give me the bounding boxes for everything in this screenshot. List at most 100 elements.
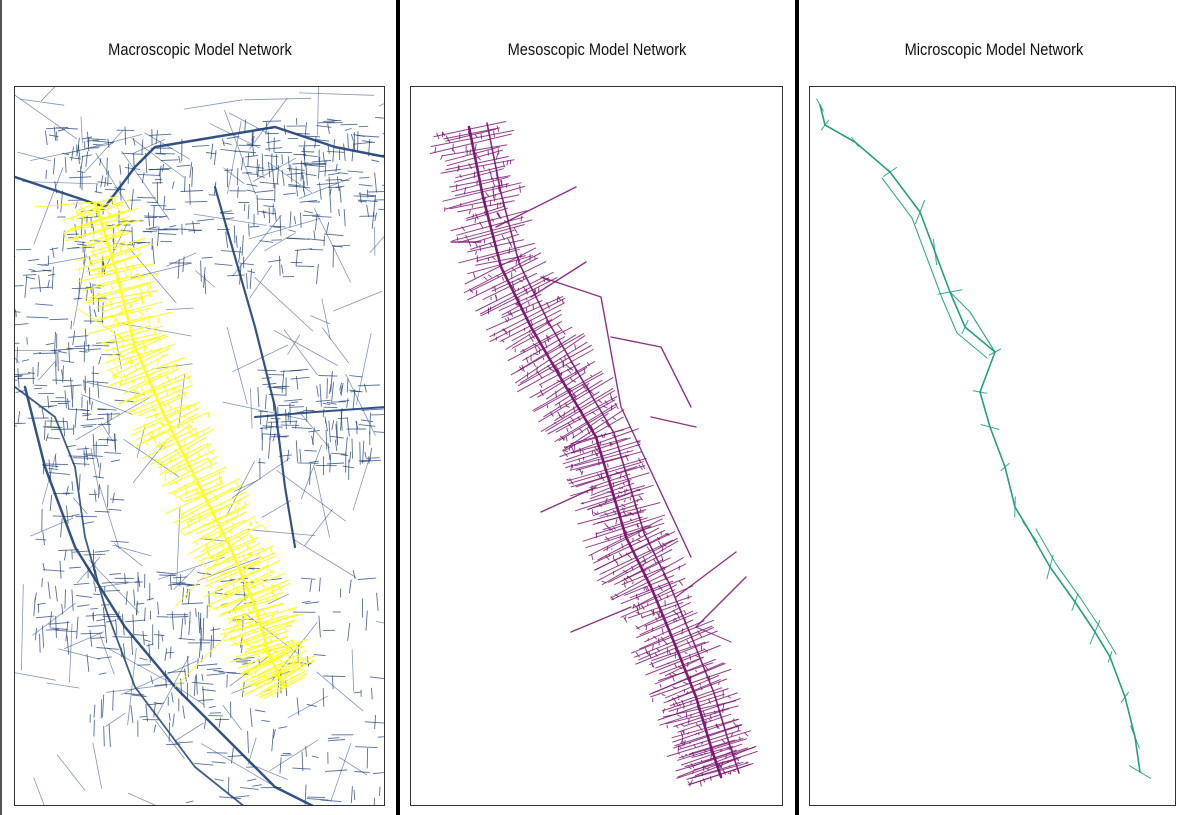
road-link xyxy=(378,103,384,107)
road-link xyxy=(382,153,384,156)
street-segment xyxy=(605,421,610,428)
urban-street xyxy=(86,654,90,672)
macroscopic-title: Macroscopic Model Network xyxy=(108,40,292,59)
urban-street xyxy=(275,153,278,170)
spur-road xyxy=(610,336,692,408)
road-link xyxy=(232,344,289,373)
street-segment xyxy=(255,577,259,584)
street-segment xyxy=(100,215,105,219)
street-segment xyxy=(567,422,572,429)
street-segment xyxy=(185,468,189,472)
urban-street xyxy=(306,704,317,707)
urban-street xyxy=(15,374,23,377)
urban-street xyxy=(45,126,69,130)
urban-street xyxy=(85,289,88,302)
road-link xyxy=(321,298,331,340)
urban-street xyxy=(203,718,207,730)
street-segment xyxy=(150,430,155,436)
urban-street xyxy=(156,571,177,575)
urban-street xyxy=(318,375,338,377)
street-segment xyxy=(618,491,622,494)
street-segment xyxy=(296,654,300,658)
street-segment xyxy=(491,177,495,182)
street-segment xyxy=(429,133,512,154)
road-link xyxy=(201,743,271,785)
urban-street xyxy=(249,226,260,228)
street-segment xyxy=(167,403,173,411)
urban-street xyxy=(268,437,271,459)
urban-street xyxy=(339,187,342,203)
street-segment xyxy=(487,274,492,278)
urban-street xyxy=(264,147,283,150)
urban-street xyxy=(169,646,172,659)
urban-street xyxy=(247,778,257,782)
street-segment xyxy=(668,672,673,677)
urban-street xyxy=(195,608,197,617)
urban-street xyxy=(223,142,232,145)
urban-street xyxy=(376,592,379,611)
street-segment xyxy=(556,379,562,383)
street-segment xyxy=(207,551,210,557)
street-segment xyxy=(721,739,726,743)
urban-street xyxy=(373,772,384,774)
intersection xyxy=(972,390,988,394)
urban-street xyxy=(62,417,66,437)
urban-street xyxy=(233,225,236,244)
street-segment xyxy=(104,243,108,246)
urban-street xyxy=(344,128,352,131)
street-segment xyxy=(99,307,151,320)
street-segment xyxy=(666,724,668,729)
urban-street xyxy=(358,459,372,462)
street-segment xyxy=(183,391,187,398)
macroscopic-map[interactable] xyxy=(14,86,385,806)
urban-street xyxy=(281,154,283,165)
urban-street xyxy=(61,603,64,615)
urban-street xyxy=(172,576,188,579)
street-segment xyxy=(525,288,528,295)
urban-street xyxy=(184,176,186,192)
urban-street xyxy=(315,399,331,402)
street-segment xyxy=(567,368,572,374)
street-segment xyxy=(115,368,121,376)
urban-street xyxy=(322,119,342,122)
urban-street xyxy=(27,258,40,262)
urban-street xyxy=(37,602,46,605)
street-segment xyxy=(205,543,208,550)
street-segment xyxy=(616,561,619,566)
urban-street xyxy=(305,163,308,186)
road-link xyxy=(261,500,292,518)
microscopic-map[interactable] xyxy=(809,86,1176,806)
street-segment xyxy=(689,782,692,787)
urban-street xyxy=(87,138,107,141)
street-segment xyxy=(257,655,261,657)
urban-street xyxy=(347,170,364,173)
urban-street xyxy=(231,747,234,764)
street-segment xyxy=(270,617,274,621)
urban-street xyxy=(353,141,373,145)
urban-street xyxy=(177,258,180,279)
street-segment xyxy=(156,360,159,367)
street-segment xyxy=(137,249,141,255)
urban-street xyxy=(133,153,135,168)
street-segment xyxy=(676,707,679,715)
urban-street xyxy=(358,193,377,197)
mesoscopic-map[interactable] xyxy=(410,86,783,806)
street-segment xyxy=(87,282,152,302)
urban-street xyxy=(299,448,302,463)
urban-street xyxy=(163,195,166,211)
urban-street xyxy=(225,231,229,248)
street-segment xyxy=(596,452,599,457)
urban-street xyxy=(241,644,243,653)
street-segment xyxy=(459,174,462,178)
street-segment xyxy=(490,172,493,180)
street-segment xyxy=(211,540,257,560)
street-segment xyxy=(155,458,160,463)
street-segment xyxy=(120,376,122,382)
street-segment xyxy=(434,146,437,153)
urban-street xyxy=(213,670,224,672)
street-segment xyxy=(443,127,501,140)
street-segment xyxy=(215,606,218,611)
street-segment xyxy=(568,387,574,393)
street-segment xyxy=(143,423,146,429)
urban-street xyxy=(41,578,43,587)
